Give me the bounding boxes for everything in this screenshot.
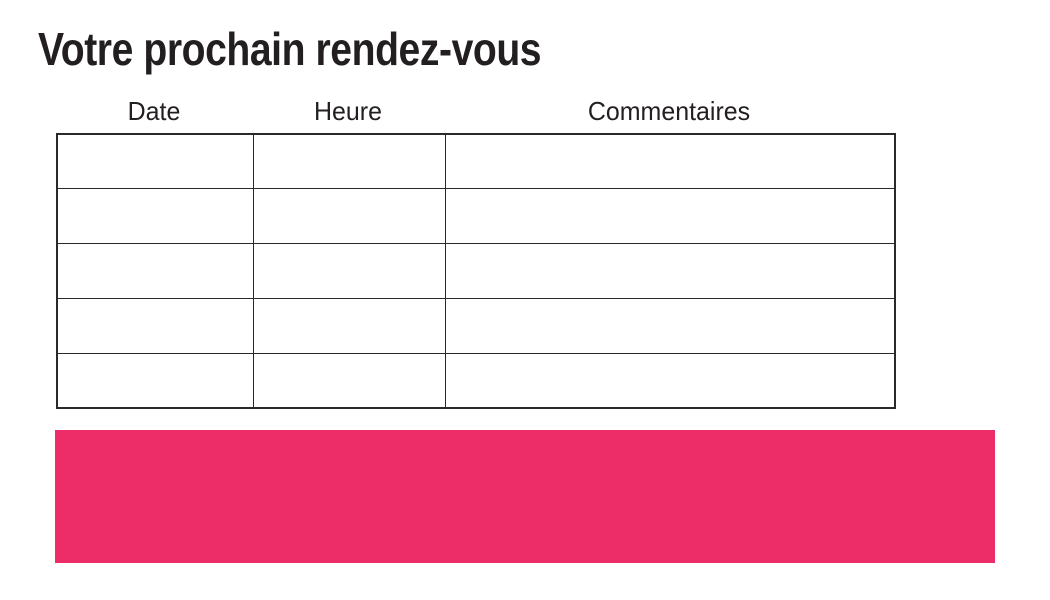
table-cell	[56, 352, 254, 409]
table-cell	[252, 352, 446, 409]
table-row	[56, 352, 896, 409]
appointments-table-body	[56, 133, 896, 409]
table-cell	[252, 188, 446, 245]
column-header-heure: Heure	[313, 96, 382, 127]
table-cell	[56, 188, 254, 245]
table-row	[56, 297, 896, 354]
table-row	[56, 243, 896, 299]
table-cell	[444, 297, 896, 354]
column-header-date: Date	[127, 96, 181, 127]
page-title: Votre prochain rendez-vous	[38, 23, 542, 75]
accent-block	[55, 430, 995, 563]
column-header-commentaires: Commentaires	[587, 96, 751, 127]
table-cell	[252, 133, 446, 190]
table-cell	[444, 188, 896, 245]
appointments-table	[56, 133, 896, 409]
table-cell	[444, 133, 896, 190]
table-row	[56, 133, 896, 190]
table-cell	[444, 352, 896, 409]
table-cell	[56, 243, 254, 299]
table-cell	[56, 133, 254, 190]
table-cell	[56, 297, 254, 354]
table-header-row: Date Heure Commentaires	[56, 92, 894, 126]
table-cell	[444, 243, 896, 299]
table-row	[56, 188, 896, 245]
table-cell	[252, 297, 446, 354]
table-cell	[252, 243, 446, 299]
